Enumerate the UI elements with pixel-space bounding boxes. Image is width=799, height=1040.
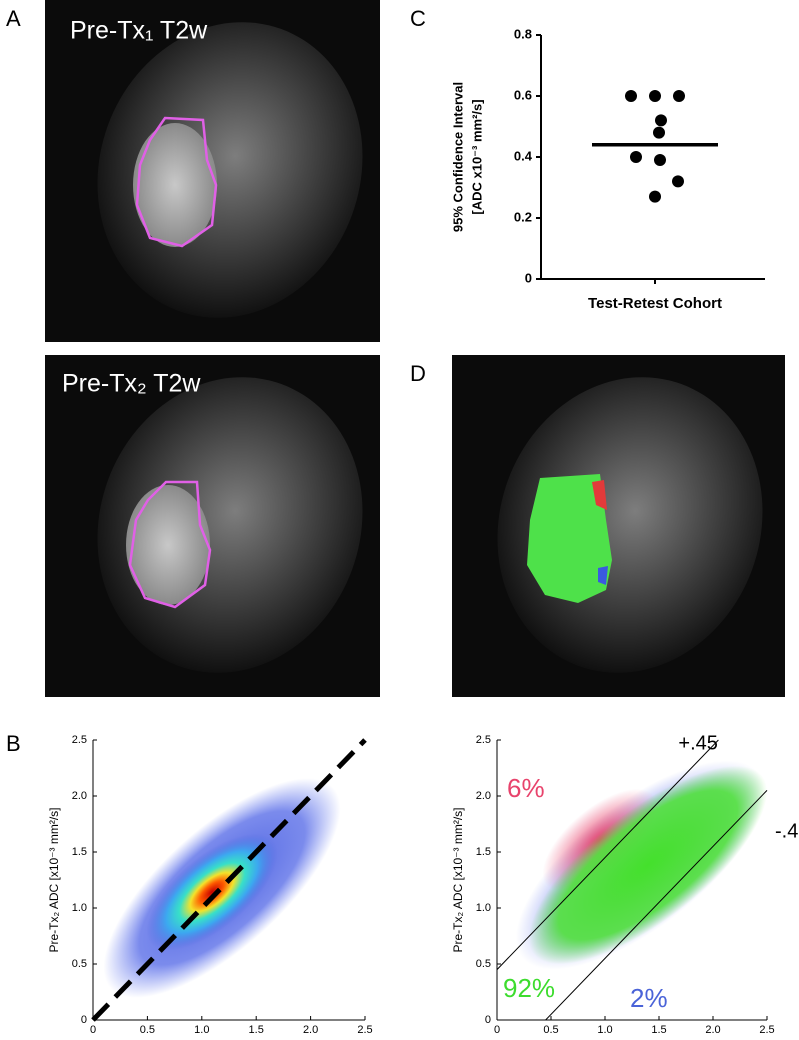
image-title: Pre-Tx₁ T2w: [70, 17, 208, 45]
y-tick-label: 0: [485, 1014, 491, 1026]
data-point: [654, 154, 666, 167]
mri-image: [452, 355, 785, 697]
x-tick-label: 1.5: [249, 1024, 264, 1036]
y-tick-label: 2.0: [72, 790, 87, 802]
threshold-line: [496, 739, 719, 970]
y-tick-label: 1.5: [476, 846, 491, 858]
y-tick-label: 1.0: [476, 902, 491, 914]
scatter-cloud: [515, 760, 768, 970]
panel-label: D: [410, 361, 426, 386]
y-tick-label: 0.5: [476, 958, 491, 970]
image-title: Pre-Tx₂ T2w: [62, 370, 201, 398]
x-tick-label: 2.0: [705, 1024, 720, 1036]
y-tick-label: 2.0: [476, 790, 491, 802]
x-tick-label: 1.0: [194, 1024, 209, 1036]
x-tick-label: 0.5: [543, 1024, 558, 1036]
panel-label: C: [410, 6, 426, 31]
y-tick-label: 1.0: [72, 902, 87, 914]
x-tick-label: 2.0: [303, 1024, 318, 1036]
y-tick-label: 2.5: [476, 734, 491, 746]
data-point: [630, 151, 642, 163]
data-point: [649, 190, 661, 203]
data-point: [649, 90, 661, 102]
x-tick-label: 2.5: [759, 1024, 774, 1036]
data-point: [625, 90, 637, 102]
y-tick-label: 0.4: [514, 148, 533, 163]
data-point: [672, 175, 684, 188]
data-point: [673, 90, 685, 102]
threshold-line: [545, 790, 768, 1021]
group-label: 92%: [503, 973, 555, 1003]
y-tick-label: 0.8: [514, 26, 532, 41]
x-tick-label: Test-Retest Cohort: [588, 295, 722, 312]
y-tick-label: 2.5: [72, 734, 87, 746]
y-tick-label: 0: [525, 270, 532, 285]
x-tick-label: 0: [90, 1024, 96, 1036]
y-tick-label: 0.2: [514, 209, 532, 224]
x-tick-label: 0.5: [140, 1024, 155, 1036]
panel-label: B: [6, 731, 21, 756]
line-label: -.45: [775, 821, 799, 843]
y-tick-label: 1.5: [72, 846, 87, 858]
y-tick-label: 0: [81, 1014, 87, 1026]
group-label: 2%: [630, 983, 668, 1013]
y-axis-label: Pre-Tx₂ ADC [x10⁻³ mm²/s]: [47, 807, 61, 952]
x-tick-label: 0: [494, 1024, 500, 1036]
y-tick-label: 0.6: [514, 87, 532, 102]
y-axis-label: Pre-Tx₂ ADC [x10⁻³ mm²/s]: [451, 807, 465, 952]
density-cloud: [103, 778, 341, 998]
group-label: 6%: [507, 773, 545, 803]
data-point: [655, 114, 667, 127]
x-tick-label: 1.0: [597, 1024, 612, 1036]
mri-image: Pre-Tx₁ T2w: [45, 0, 380, 342]
data-point: [653, 126, 665, 139]
reference-line: [91, 738, 367, 1022]
line-label: +.45: [678, 732, 717, 754]
y-axis-label: [ADC x10⁻³ mm²/s]: [469, 99, 484, 214]
mri-image: Pre-Tx₂ T2w: [45, 355, 380, 697]
y-tick-label: 0.5: [72, 958, 87, 970]
y-axis-label: 95% Confidence Interval: [450, 82, 465, 232]
x-tick-label: 2.5: [357, 1024, 372, 1036]
panel-label: A: [6, 6, 21, 31]
x-tick-label: 1.5: [651, 1024, 666, 1036]
